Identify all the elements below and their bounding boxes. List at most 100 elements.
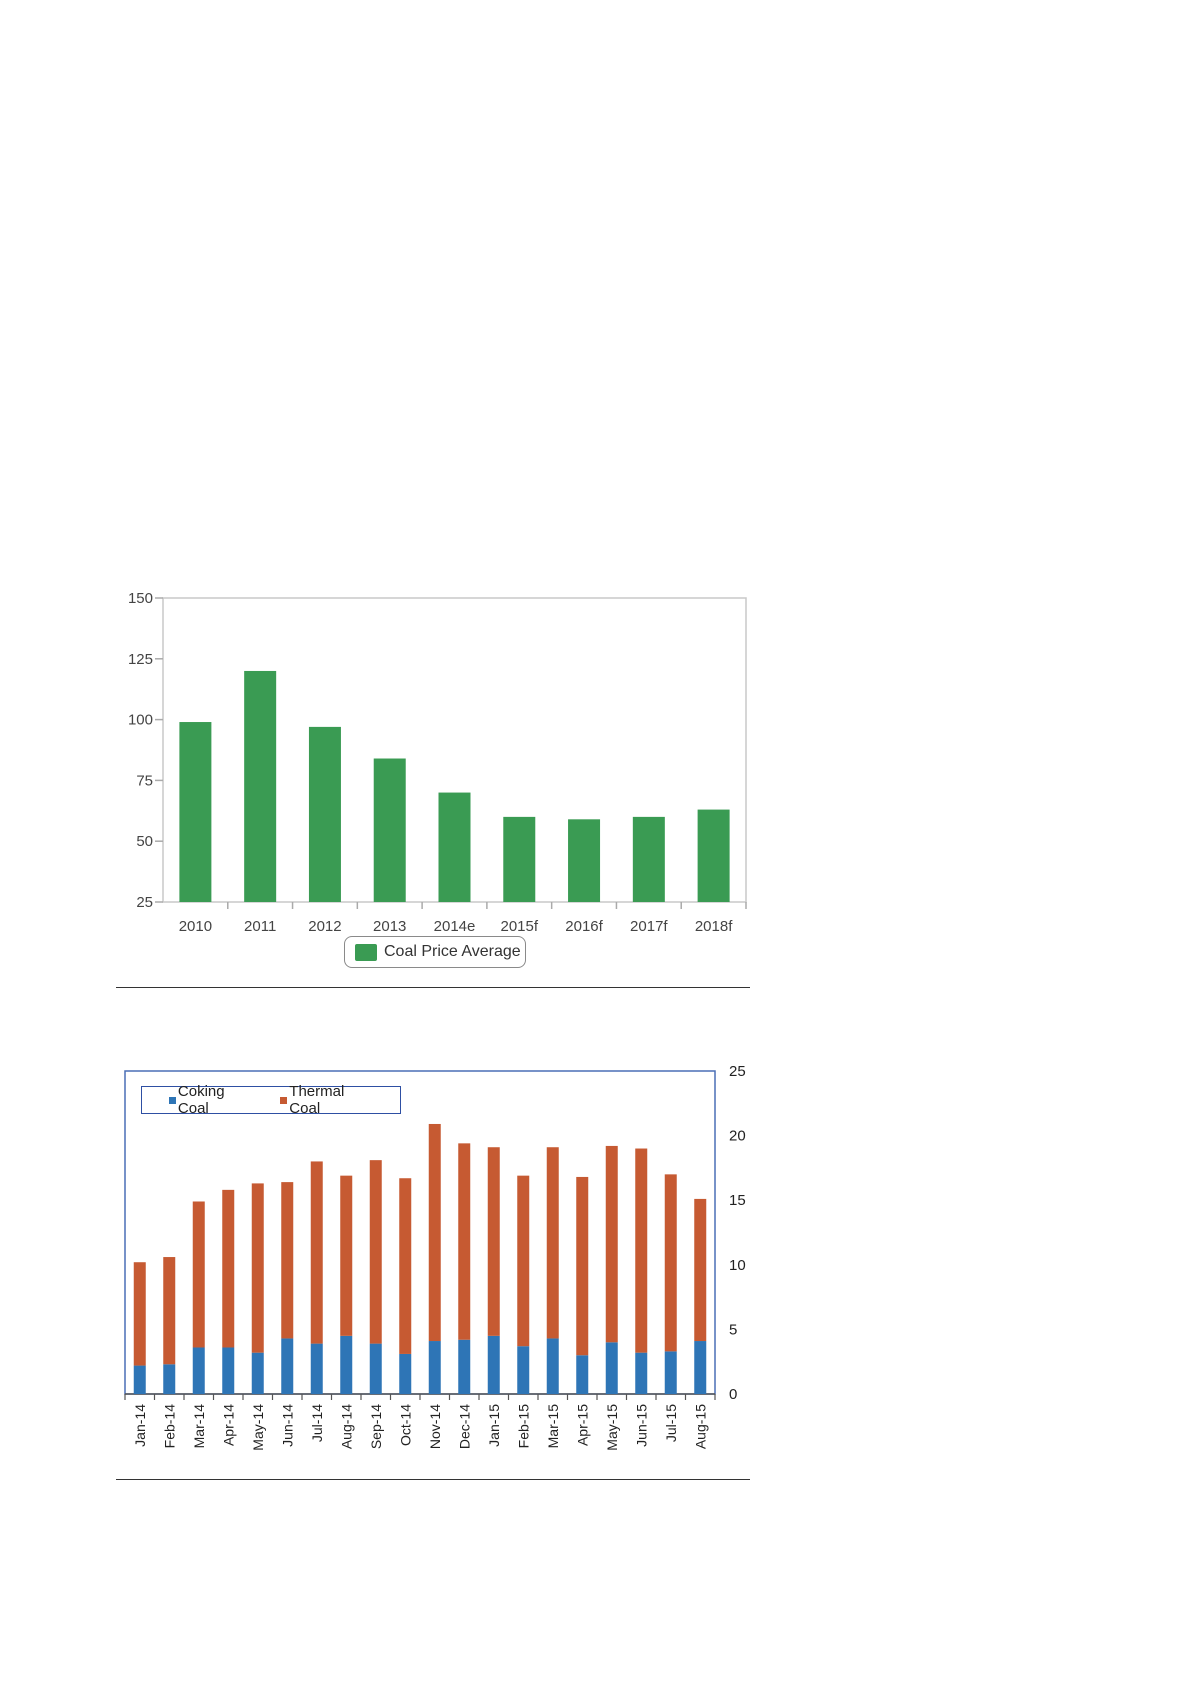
x-tick-label: 2010 [179, 918, 212, 935]
x-tick-label: 2015f [501, 918, 539, 935]
bar [697, 809, 730, 902]
divider-line-2 [116, 1479, 750, 1480]
bar-thermal [517, 1175, 530, 1347]
y-tick-label: 50 [136, 833, 153, 850]
x-tick-label: 2012 [308, 918, 341, 935]
bar-coking [399, 1353, 412, 1394]
bar-thermal [251, 1183, 264, 1353]
bar-coking [517, 1346, 530, 1394]
bar-thermal [605, 1145, 618, 1343]
bar-thermal [546, 1147, 559, 1339]
coal-price-chart: 25 50 75 100 125 150 2010 2011 2012 2013 2014e 2015… [128, 590, 747, 935]
bar-coking [163, 1364, 176, 1394]
bar-coking [192, 1347, 205, 1394]
bar-coking [664, 1351, 677, 1394]
x-tick-label: Aug-14 [338, 1404, 354, 1449]
bar-thermal [281, 1182, 294, 1339]
legend-swatch-thermal [280, 1096, 288, 1104]
legend-swatch-coal-price [355, 943, 377, 961]
bar-thermal [369, 1160, 382, 1344]
y-tick-label: 0 [729, 1386, 737, 1403]
x-tick-label: Feb-15 [515, 1404, 531, 1449]
divider-line-1 [116, 987, 750, 988]
y-tick-label: 25 [729, 1063, 746, 1080]
bar-coking [310, 1343, 323, 1394]
bar-coking [133, 1365, 146, 1394]
x-tick-label: Aug-15 [692, 1404, 708, 1449]
y-tick-label: 5 [729, 1321, 737, 1338]
x-tick-label: Oct-14 [397, 1404, 413, 1446]
bar [438, 792, 471, 902]
plot-frame [124, 1070, 716, 1395]
x-tick-label: 2017f [630, 918, 668, 935]
x-tick-label: Mar-14 [191, 1404, 207, 1449]
bar-thermal [487, 1147, 500, 1336]
x-tick-label: May-15 [604, 1404, 620, 1451]
x-tick-label: Apr-15 [574, 1404, 590, 1446]
y-tick-label: 20 [729, 1128, 746, 1145]
bar-thermal [340, 1175, 353, 1336]
bar-thermal [428, 1123, 441, 1342]
bar-coking [576, 1355, 589, 1394]
y-tick-label: 25 [136, 894, 153, 911]
bar-coking [340, 1335, 353, 1394]
bar [244, 670, 277, 902]
bar [568, 819, 601, 902]
x-tick-label: 2016f [565, 918, 603, 935]
bar-coking [694, 1341, 707, 1394]
x-tick-label: Jan-14 [132, 1404, 148, 1447]
bar-coking [635, 1352, 648, 1394]
bar-thermal [192, 1201, 205, 1348]
bar [503, 816, 536, 902]
y-tick-label: 75 [136, 772, 153, 789]
y-tick-label: 10 [729, 1257, 746, 1274]
x-tick-label: Jun-14 [279, 1404, 295, 1447]
x-tick-label: 2013 [373, 918, 406, 935]
bar-coking [281, 1338, 294, 1394]
x-tick-label: Nov-14 [427, 1404, 443, 1449]
x-tick-label: Jun-15 [633, 1404, 649, 1447]
x-tick-label: Jul-15 [663, 1404, 679, 1442]
y-tick-label: 125 [128, 651, 153, 668]
bar-thermal [310, 1161, 323, 1344]
coal-production-legend: Coking Coal Thermal Coal [141, 1083, 401, 1117]
bar-coking [222, 1347, 235, 1394]
legend-label-thermal: Thermal Coal [289, 1083, 345, 1117]
legend-item-coking: Coking Coal [169, 1083, 258, 1117]
bar-thermal [163, 1257, 176, 1365]
x-tick-label: 2014e [434, 918, 476, 935]
bar [179, 722, 212, 902]
y-tick-label: 100 [128, 712, 153, 729]
x-tick-label: May-14 [250, 1404, 266, 1451]
bar-thermal [458, 1143, 471, 1340]
bar-thermal [635, 1148, 648, 1353]
bar [308, 726, 341, 902]
x-tick-label: 2011 [244, 918, 276, 935]
coal-price-legend: Coal Price Average [344, 936, 526, 968]
x-tick-label: Sep-14 [368, 1404, 384, 1449]
x-tick-label: Jan-15 [486, 1404, 502, 1447]
bar-thermal [399, 1178, 412, 1354]
x-tick-label: Dec-14 [456, 1404, 472, 1449]
legend-swatch-coking [169, 1096, 176, 1104]
x-tick-label: Apr-14 [220, 1404, 236, 1446]
y-tick-label: 15 [729, 1192, 746, 1209]
bar-coking [251, 1352, 264, 1394]
bar-thermal [576, 1176, 589, 1356]
x-tick-label: 2018f [695, 918, 733, 935]
y-tick-label: 150 [128, 590, 153, 607]
bar-coking [546, 1338, 559, 1394]
bar-coking [487, 1335, 500, 1394]
bar-thermal [133, 1262, 146, 1366]
bar [373, 758, 406, 902]
bar-coking [605, 1342, 618, 1394]
x-tick-label: Feb-14 [161, 1404, 177, 1449]
bar-coking [458, 1339, 471, 1394]
x-tick-label: Jul-14 [309, 1404, 325, 1442]
bar-coking [369, 1343, 382, 1394]
bar-coking [428, 1341, 441, 1394]
bar-thermal [664, 1174, 677, 1352]
legend-label-coking: Coking Coal [177, 1083, 225, 1117]
legend-label-coal-price: Coal Price Average [384, 943, 521, 960]
